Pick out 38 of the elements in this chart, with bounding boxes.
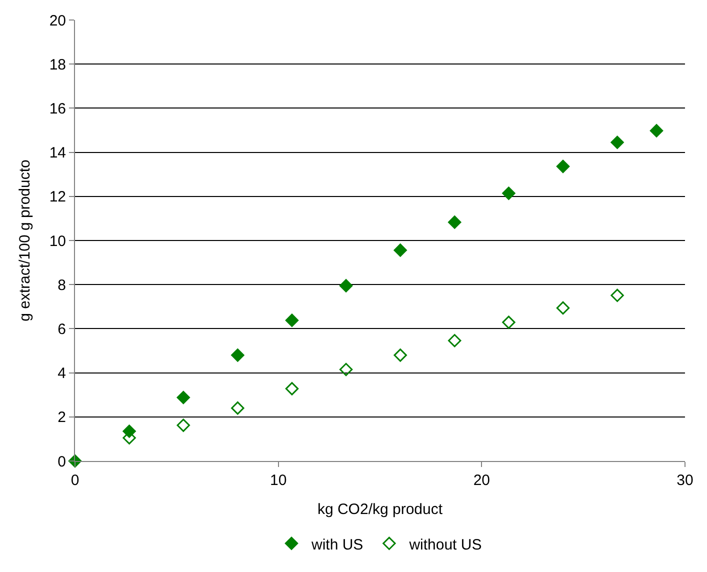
point: [394, 348, 407, 362]
point: [339, 362, 353, 376]
y-tick-label: 14: [49, 144, 66, 162]
point: [231, 348, 244, 362]
point: [502, 316, 516, 329]
point: [339, 279, 353, 292]
point: [610, 136, 624, 149]
point: [448, 216, 462, 229]
point: [650, 124, 664, 138]
x-tick-label: 10: [270, 472, 287, 489]
point: [176, 418, 190, 432]
x-tick-label: 20: [473, 472, 490, 489]
point: [556, 301, 570, 315]
x-tick-label: 0: [70, 472, 80, 489]
point: [448, 334, 462, 348]
point: [394, 244, 407, 257]
point: [610, 288, 624, 302]
y-tick-label: 4: [58, 365, 66, 382]
point: [176, 390, 190, 404]
y-tick-label: 18: [49, 56, 66, 74]
x-axis-title: kg CO2/kg product: [317, 501, 444, 518]
y-axis-title: g extract/100 g producto: [16, 160, 34, 322]
y-tick-label: 6: [58, 320, 66, 338]
point: [556, 160, 570, 174]
point: [231, 401, 244, 415]
x-tick-label: 30: [676, 472, 694, 489]
y-tick-label: 20: [49, 12, 66, 30]
y-tick-label: 16: [49, 100, 66, 118]
legend-label: without US: [408, 536, 482, 554]
point: [285, 314, 299, 327]
point: [502, 186, 516, 200]
y-tick-label: 12: [49, 188, 66, 206]
y-tick-label: 2: [58, 409, 66, 426]
y-tick-label: 0: [58, 453, 66, 470]
legend-label: with US: [310, 536, 364, 554]
y-tick-label: 10: [49, 232, 66, 250]
y-tick-label: 8: [58, 276, 66, 294]
point: [285, 382, 299, 396]
